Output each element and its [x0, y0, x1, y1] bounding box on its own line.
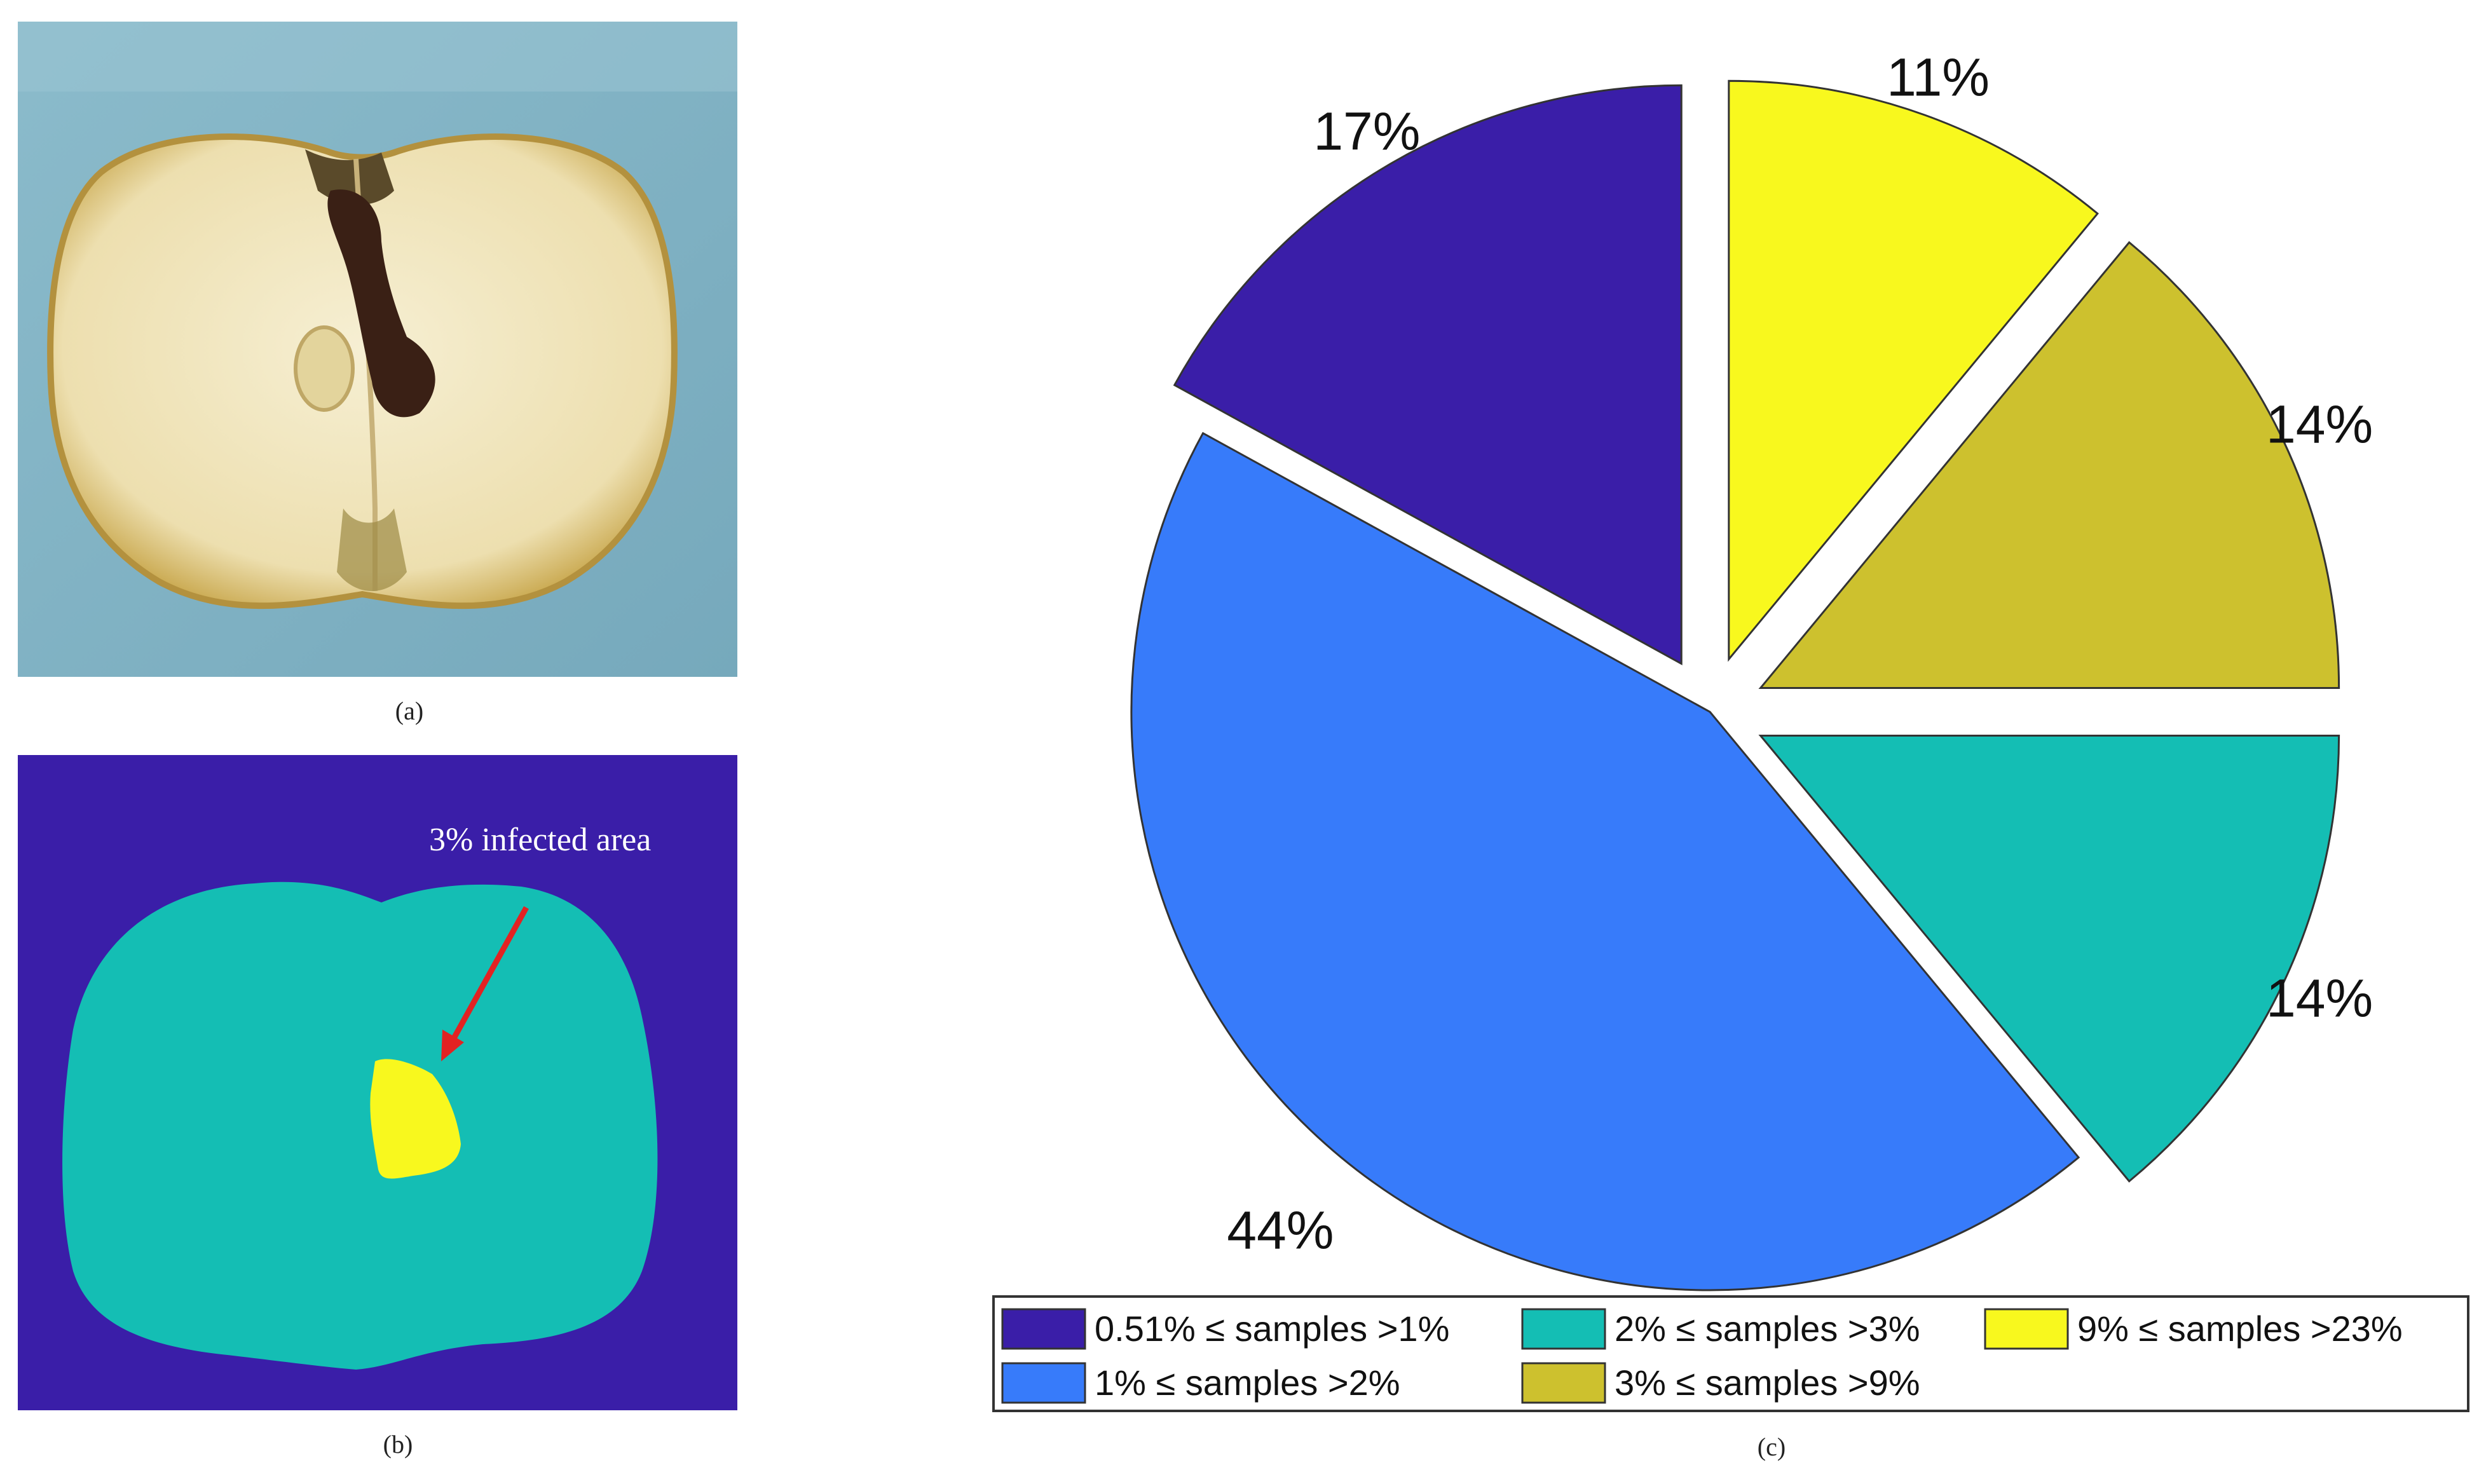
panel-a-photo [18, 22, 737, 677]
pie-slice [1758, 241, 2340, 690]
infected-area-label: 3% infected area [429, 822, 651, 858]
photo-top-shade [18, 22, 737, 92]
pie-percent-label: 11% [1887, 48, 1990, 107]
legend-swatch [1984, 1308, 2069, 1350]
legend-swatch [1001, 1308, 1086, 1350]
pie-slice [1173, 84, 1683, 665]
legend-label: 9% ≤ samples >23% [2077, 1309, 2403, 1349]
legend-box [992, 1295, 2469, 1412]
calyx [337, 508, 407, 591]
caption-c: (c) [1758, 1433, 1786, 1461]
legend-swatch [1521, 1362, 1606, 1404]
panel-b-segmentation: 3% infected area [18, 755, 737, 1410]
legend-swatch [1001, 1362, 1086, 1404]
pie-percent-label: 14% [2266, 968, 2373, 1028]
legend-label: 0.51% ≤ samples >1% [1095, 1309, 1449, 1349]
pie-percentage-labels: 11% 14% 14% 44% 17% [1227, 48, 2373, 1260]
caption-b: (b) [383, 1430, 413, 1459]
annotation-arrowhead [441, 1030, 464, 1061]
seed-pocket [294, 325, 355, 412]
pie-percent-label: 17% [1313, 102, 1420, 161]
pie-slice [1758, 734, 2340, 1183]
pie-slice [1728, 79, 2099, 662]
annotation-arrow [446, 906, 529, 1049]
segmented-apple [62, 882, 658, 1370]
rot-region [327, 189, 435, 418]
apple-half-photo [47, 133, 678, 609]
legend: 0.51% ≤ samples >1% 1% ≤ samples >2% 2% ≤ … [992, 1295, 2469, 1412]
legend-label: 1% ≤ samples >2% [1095, 1363, 1400, 1403]
pie-chart [1130, 79, 2340, 1291]
legend-swatch [1521, 1308, 1606, 1350]
legend-entries: 0.51% ≤ samples >1% 1% ≤ samples >2% 2% ≤ … [1001, 1308, 2403, 1404]
legend-label: 3% ≤ samples >9% [1615, 1363, 1920, 1403]
pie-slice [1130, 432, 2080, 1291]
pie-percent-label: 44% [1227, 1201, 1334, 1260]
stem-cavity [305, 149, 394, 205]
caption-a: (a) [395, 697, 423, 725]
legend-label: 2% ≤ samples >3% [1615, 1309, 1920, 1349]
infected-area [370, 1059, 461, 1179]
pie-percent-label: 14% [2266, 395, 2373, 454]
